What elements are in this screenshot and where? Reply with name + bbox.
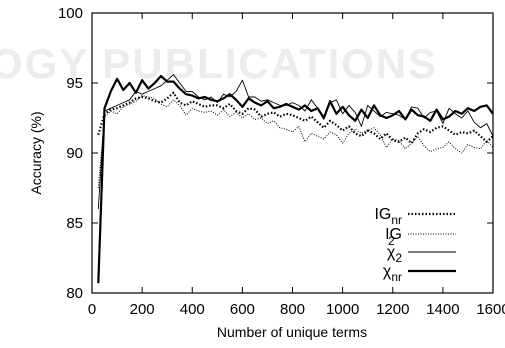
x-tick-label: 600 (230, 301, 255, 318)
plot-lines (97, 74, 494, 284)
y-tick-label: 90 (66, 145, 83, 162)
legend-label-3: χ2 (387, 244, 402, 265)
legend-label-1: IGnr (374, 206, 402, 227)
y-axis: 80 85 90 95 100 (58, 5, 493, 302)
x-axis: 0 200 400 600 800 1000 1200 1400 1600 (88, 13, 505, 318)
x-tick-label: 0 (88, 301, 96, 318)
x-tick-label: 800 (280, 301, 305, 318)
y-tick-label: 100 (58, 5, 83, 22)
legend-superscript: 2 (388, 234, 395, 248)
legend-label-4: χnr (383, 263, 402, 284)
watermark-text: OGY PUBLICATIONS (0, 40, 438, 87)
x-tick-label: 1200 (376, 301, 409, 318)
series-line-1 (97, 91, 494, 145)
y-tick-label: 80 (66, 285, 83, 302)
x-tick-label: 400 (180, 301, 205, 318)
legend-label-2: IG (385, 226, 402, 243)
y-tick-label: 95 (66, 75, 83, 92)
series-line-4 (97, 74, 494, 284)
x-tick-label: 1600 (476, 301, 505, 318)
x-tick-label: 200 (130, 301, 155, 318)
y-tick-label: 85 (66, 215, 83, 232)
x-tick-label: 1400 (426, 301, 459, 318)
series-line-2 (97, 95, 494, 189)
x-tick-label: 1000 (326, 301, 359, 318)
y-axis-label: Accuracy (%) (28, 111, 44, 194)
x-axis-label: Number of unique terms (217, 324, 367, 340)
series-line-3 (97, 74, 494, 210)
